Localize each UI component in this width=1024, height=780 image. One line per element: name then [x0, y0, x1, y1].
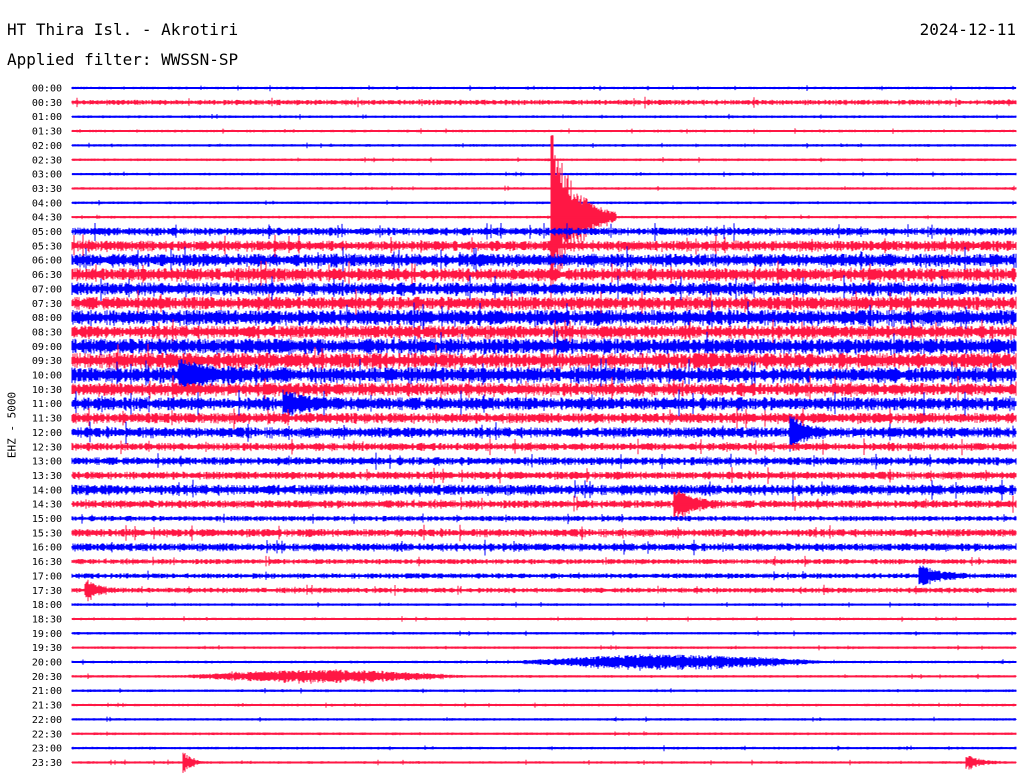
row-label: 14:00: [32, 485, 62, 496]
row-label: 17:00: [32, 571, 62, 582]
station-title: HT Thira Isl. - Akrotiri: [7, 20, 239, 39]
row-label: 03:30: [32, 184, 62, 195]
row-label: 07:00: [32, 284, 62, 295]
row-label: 10:30: [32, 385, 62, 396]
row-label: 01:00: [32, 112, 62, 123]
row-label: 11:00: [32, 399, 62, 410]
row-label: 04:00: [32, 198, 62, 209]
filter-label: Applied filter: WWSSN-SP: [7, 50, 239, 69]
row-label: 02:30: [32, 155, 62, 166]
row-label: 21:30: [32, 701, 62, 712]
row-label: 06:00: [32, 256, 62, 267]
row-label: 01:30: [32, 127, 62, 138]
row-label: 05:00: [32, 227, 62, 238]
row-label: 03:00: [32, 170, 62, 181]
row-label: 19:00: [32, 629, 62, 640]
trace-lines: [71, 85, 1017, 773]
row-label: 23:00: [32, 744, 62, 755]
row-label: 15:00: [32, 514, 62, 525]
row-label: 09:00: [32, 342, 62, 353]
row-label: 12:00: [32, 428, 62, 439]
row-label: 22:00: [32, 715, 62, 726]
row-label: 19:30: [32, 643, 62, 654]
row-label: 22:30: [32, 729, 62, 740]
row-label: 04:30: [32, 213, 62, 224]
row-label: 18:00: [32, 600, 62, 611]
row-label: 06:30: [32, 270, 62, 281]
row-label: 10:00: [32, 371, 62, 382]
row-label: 09:30: [32, 356, 62, 367]
row-label: 17:30: [32, 586, 62, 597]
row-label: 18:30: [32, 614, 62, 625]
row-labels: 00:00 00:30 01:00 01:30 02:00 02:30 03:00 03:30…: [32, 84, 62, 769]
row-label: 02:00: [32, 141, 62, 152]
row-label: 05:30: [32, 241, 62, 252]
row-label: 16:30: [32, 557, 62, 568]
record-date: 2024-12-11: [919, 20, 1016, 39]
row-label: 00:00: [32, 84, 62, 95]
row-label: 12:30: [32, 442, 62, 453]
row-label: 13:30: [32, 471, 62, 482]
row-label: 13:00: [32, 457, 62, 468]
row-label: 20:00: [32, 658, 62, 669]
row-label: 00:30: [32, 98, 62, 109]
row-label: 23:30: [32, 758, 62, 769]
row-label: 08:00: [32, 313, 62, 324]
row-label: 11:30: [32, 414, 62, 425]
row-label: 07:30: [32, 299, 62, 310]
row-label: 15:30: [32, 528, 62, 539]
row-label: 08:30: [32, 327, 62, 338]
row-label: 21:00: [32, 686, 62, 697]
row-label: 16:00: [32, 543, 62, 554]
row-label: 14:30: [32, 500, 62, 511]
row-label: 20:30: [32, 672, 62, 683]
